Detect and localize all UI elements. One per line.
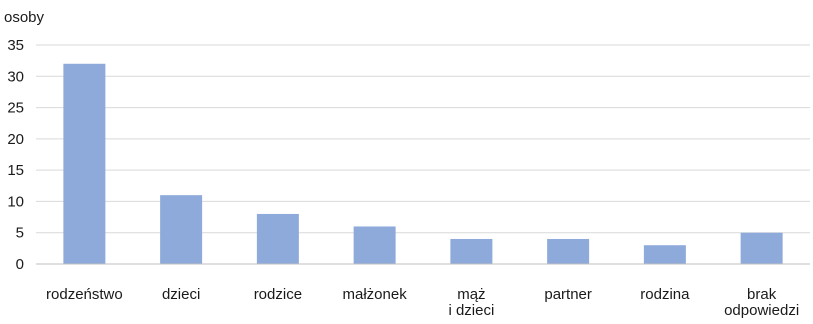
x-category-label: partner [544,286,592,303]
x-category-label-line: rodzina [640,286,690,303]
bars [63,63,783,265]
bar [643,245,686,264]
y-axis-ticks: 0 5 10 15 20 25 30 35 [7,37,24,273]
y-tick-label: 5 [16,225,24,242]
x-category-label: dzieci [162,286,200,303]
bar [547,238,590,264]
bar [450,238,493,264]
x-category-label: mąż i dzieci [448,286,494,319]
x-category-label-line: dzieci [162,286,200,303]
bar [740,232,783,264]
y-tick-label: 35 [7,37,24,54]
gridlines [36,44,810,234]
x-category-label: małżonek [343,286,408,303]
x-category-label: rodzice [254,286,302,303]
x-category-label-line: mąż [457,286,485,303]
bar [63,63,106,265]
x-category-label: brak odpowiedzi [724,286,799,319]
bar [353,226,396,264]
x-category-label-line: partner [544,286,592,303]
y-tick-label: 0 [16,256,24,273]
y-axis-label: osoby [4,9,45,26]
y-tick-label: 10 [7,193,24,210]
bar [160,195,203,264]
y-tick-label: 25 [7,100,24,117]
x-category-label-line: i dzieci [448,302,494,319]
x-category-label-line: brak [747,286,777,303]
x-category-label: rodzina [640,286,690,303]
x-category-label: rodzeństwo [46,286,123,303]
y-tick-label: 15 [7,162,24,179]
x-category-label-line: rodzice [254,286,302,303]
x-category-label-line: odpowiedzi [724,302,799,319]
x-category-label-line: rodzeństwo [46,286,123,303]
y-tick-label: 30 [7,68,24,85]
y-tick-label: 20 [7,131,24,148]
bar [256,213,299,264]
x-category-label-line: małżonek [343,286,408,303]
x-axis-labels: rodzeństwo dzieci rodzice małżonek mąż i dzie… [46,286,799,319]
